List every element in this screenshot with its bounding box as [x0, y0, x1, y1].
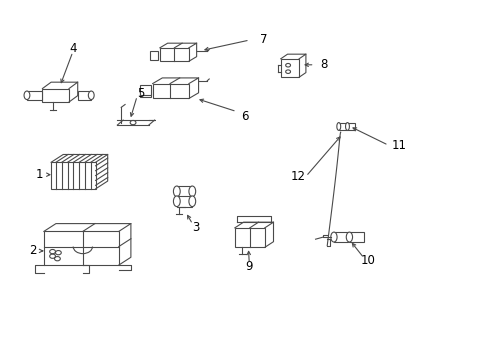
Text: 6: 6 [240, 110, 248, 123]
Ellipse shape [345, 123, 349, 130]
Text: 1: 1 [36, 168, 43, 181]
Ellipse shape [24, 91, 30, 100]
Bar [78, 91, 91, 100]
Ellipse shape [173, 196, 180, 207]
Bar [160, 48, 188, 61]
Bar [177, 196, 192, 207]
Bar [347, 123, 354, 130]
Ellipse shape [346, 232, 352, 242]
Text: 12: 12 [289, 170, 305, 183]
Ellipse shape [188, 196, 195, 207]
Text: 4: 4 [69, 42, 77, 55]
Bar [338, 123, 346, 130]
Ellipse shape [173, 186, 180, 197]
Bar [42, 89, 69, 102]
Text: 10: 10 [360, 254, 374, 267]
Text: 9: 9 [245, 260, 253, 273]
Text: 5: 5 [137, 87, 144, 100]
Bar [51, 162, 95, 189]
Bar [333, 232, 348, 242]
Bar [234, 228, 264, 247]
Bar [44, 231, 119, 265]
Text: 11: 11 [391, 139, 406, 152]
Bar [280, 59, 299, 77]
Bar [140, 85, 150, 95]
Bar [152, 84, 188, 99]
Bar [177, 186, 192, 197]
Bar [27, 91, 42, 100]
Bar [140, 87, 150, 97]
Ellipse shape [188, 186, 195, 197]
Ellipse shape [330, 232, 336, 242]
Text: 7: 7 [260, 33, 267, 46]
Ellipse shape [336, 123, 340, 130]
Bar [149, 51, 158, 60]
Ellipse shape [88, 91, 94, 100]
Text: 8: 8 [320, 58, 327, 71]
Text: 2: 2 [29, 244, 37, 257]
Text: 3: 3 [192, 221, 200, 234]
Bar [349, 232, 363, 242]
